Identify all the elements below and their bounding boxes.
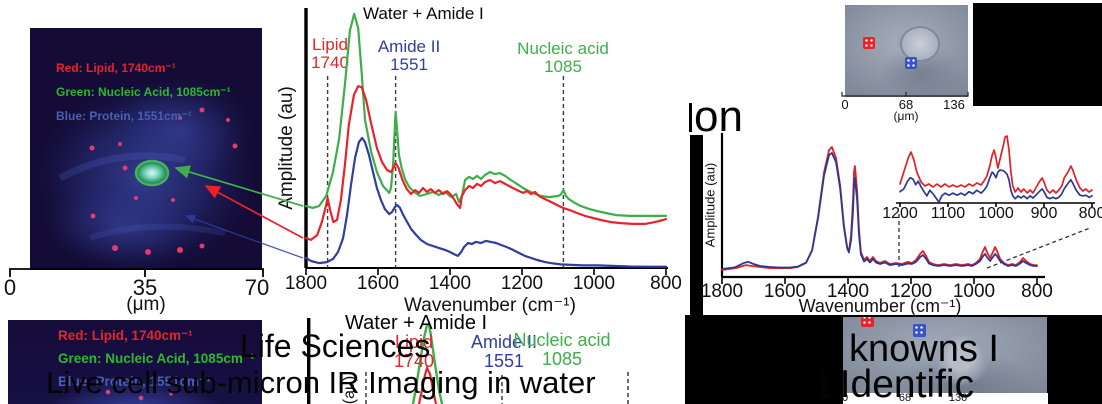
inset-spectrum-curves	[899, 135, 1093, 204]
tick-label: 800	[650, 273, 682, 294]
legend-protein: Blue: Protein, 1551cm⁻¹	[56, 109, 192, 123]
cell-outline	[900, 26, 940, 62]
nucleus-highlight	[134, 160, 170, 186]
series-blue-roi-spectrum-zoom-1200-800-	[899, 169, 1093, 204]
mid-y-axis-label: Amplitude (au)	[276, 86, 297, 210]
wavenumber-dashed-lines	[326, 76, 565, 268]
black-backdrop-top-right	[973, 3, 1102, 106]
tick-label: 1400	[826, 281, 870, 302]
tick-label: 1200	[889, 281, 933, 302]
red-roi-marker-copy	[861, 317, 874, 327]
slide-title-identification-fragment: t Identific	[818, 363, 975, 404]
black-strip-left-edge	[690, 135, 703, 320]
mid-chart-title: Water + Amide I	[363, 4, 484, 23]
tick-label: 800	[1021, 281, 1053, 302]
series-red-roi-spectrum-zoom-1200-800-	[899, 135, 1093, 194]
cell-fluorescence-image-copy: Red: Lipid, 1740cm⁻¹ Green: Nucleic Acid…	[8, 320, 262, 404]
tick-label: 1800	[700, 281, 744, 302]
scale-tick-label: 136	[943, 97, 965, 112]
slide-title-unknowns-fragment: knowns I	[849, 328, 999, 370]
tick-label: 1600	[356, 273, 400, 294]
blue-roi-marker-copy	[913, 324, 926, 337]
right-scale-unit: (μm)	[893, 109, 919, 123]
tick-label: 800	[1078, 205, 1102, 222]
scale-tick-label: 35	[132, 275, 158, 300]
mid-x-axis-label: Wavenumber (cm⁻¹)	[404, 295, 576, 316]
tick-label: 1100	[930, 205, 966, 222]
scale-tick-label: 0	[841, 97, 849, 112]
tick-label: 1200	[500, 273, 544, 294]
cut-text-on: on	[694, 92, 743, 141]
tick-label: 900	[1030, 205, 1058, 222]
series-nucleic-acid-green-offset-top-	[304, 12, 668, 217]
slide-title-life-sciences: Life Sciences	[240, 328, 431, 364]
tick-label: 1800	[284, 273, 328, 294]
tick-label: 1400	[428, 273, 472, 294]
scale-tick-label: 136	[948, 392, 968, 404]
legend-lipid: Red: Lipid, 1740cm⁻¹	[56, 61, 176, 75]
blue-roi-marker	[905, 57, 917, 69]
annotation-lipid: Lipid 1740	[311, 35, 349, 73]
scale-tick-label: 68	[898, 392, 912, 404]
cell-fluorescence-image: Red: Lipid, 1740cm⁻¹ Green: Nucleic Acid…	[30, 28, 262, 270]
slide-title-live-cell: Live cell sub-micron IR Imaging in water	[46, 365, 596, 400]
series-lipid-red-offset-middle-	[304, 84, 668, 241]
scale-tick-label: 0	[3, 275, 17, 300]
tick-label: 1200	[882, 205, 918, 222]
annotation-amide-copy: Amide II 1551	[470, 332, 538, 372]
optical-microscopy-image	[845, 5, 968, 97]
tick-label: 1000	[978, 205, 1014, 222]
series-protein-blue-offset-bottom-	[304, 136, 668, 268]
legend-nucleic-acid: Green: Nucleic Acid, 1085cm⁻¹	[56, 85, 231, 99]
cut-letter-stroke	[689, 103, 692, 132]
annotation-nucleic-copy: Nucleic acid 1085	[513, 330, 611, 370]
inset-connector-dashes	[898, 214, 1091, 270]
tick-label: 1000	[952, 281, 996, 302]
left-scale-unit: (μm)	[126, 294, 166, 315]
legend-lipid-copy: Red: Lipid, 1740cm⁻¹	[58, 328, 193, 343]
optical-microscopy-image-copy	[843, 317, 1047, 393]
right-x-axis-label: Wavenumber (cm⁻¹)	[798, 296, 962, 316]
right-y-axis-label: Amplitude (au)	[702, 162, 718, 248]
annotation-nucleic-acid: Nucleic acid 1085	[517, 39, 609, 77]
mid-spectrum-curves	[304, 12, 668, 268]
legend-nucleic-acid-copy: Green: Nucleic Acid, 1085cm⁻¹	[58, 351, 255, 366]
annotation-amide-ii: Amide II 1551	[377, 37, 441, 75]
red-roi-marker	[863, 37, 875, 49]
scale-tick-label: 0	[841, 392, 849, 404]
scale-tick-label: 68	[898, 97, 914, 112]
scale-tick-label: 70	[244, 275, 270, 300]
bottom-scale-strip	[843, 393, 1048, 404]
tick-label: 1600	[763, 281, 807, 302]
legend-protein-copy: Blue: Protein, 1551cm⁻¹	[58, 374, 211, 389]
tick-label: 1000	[572, 273, 616, 294]
